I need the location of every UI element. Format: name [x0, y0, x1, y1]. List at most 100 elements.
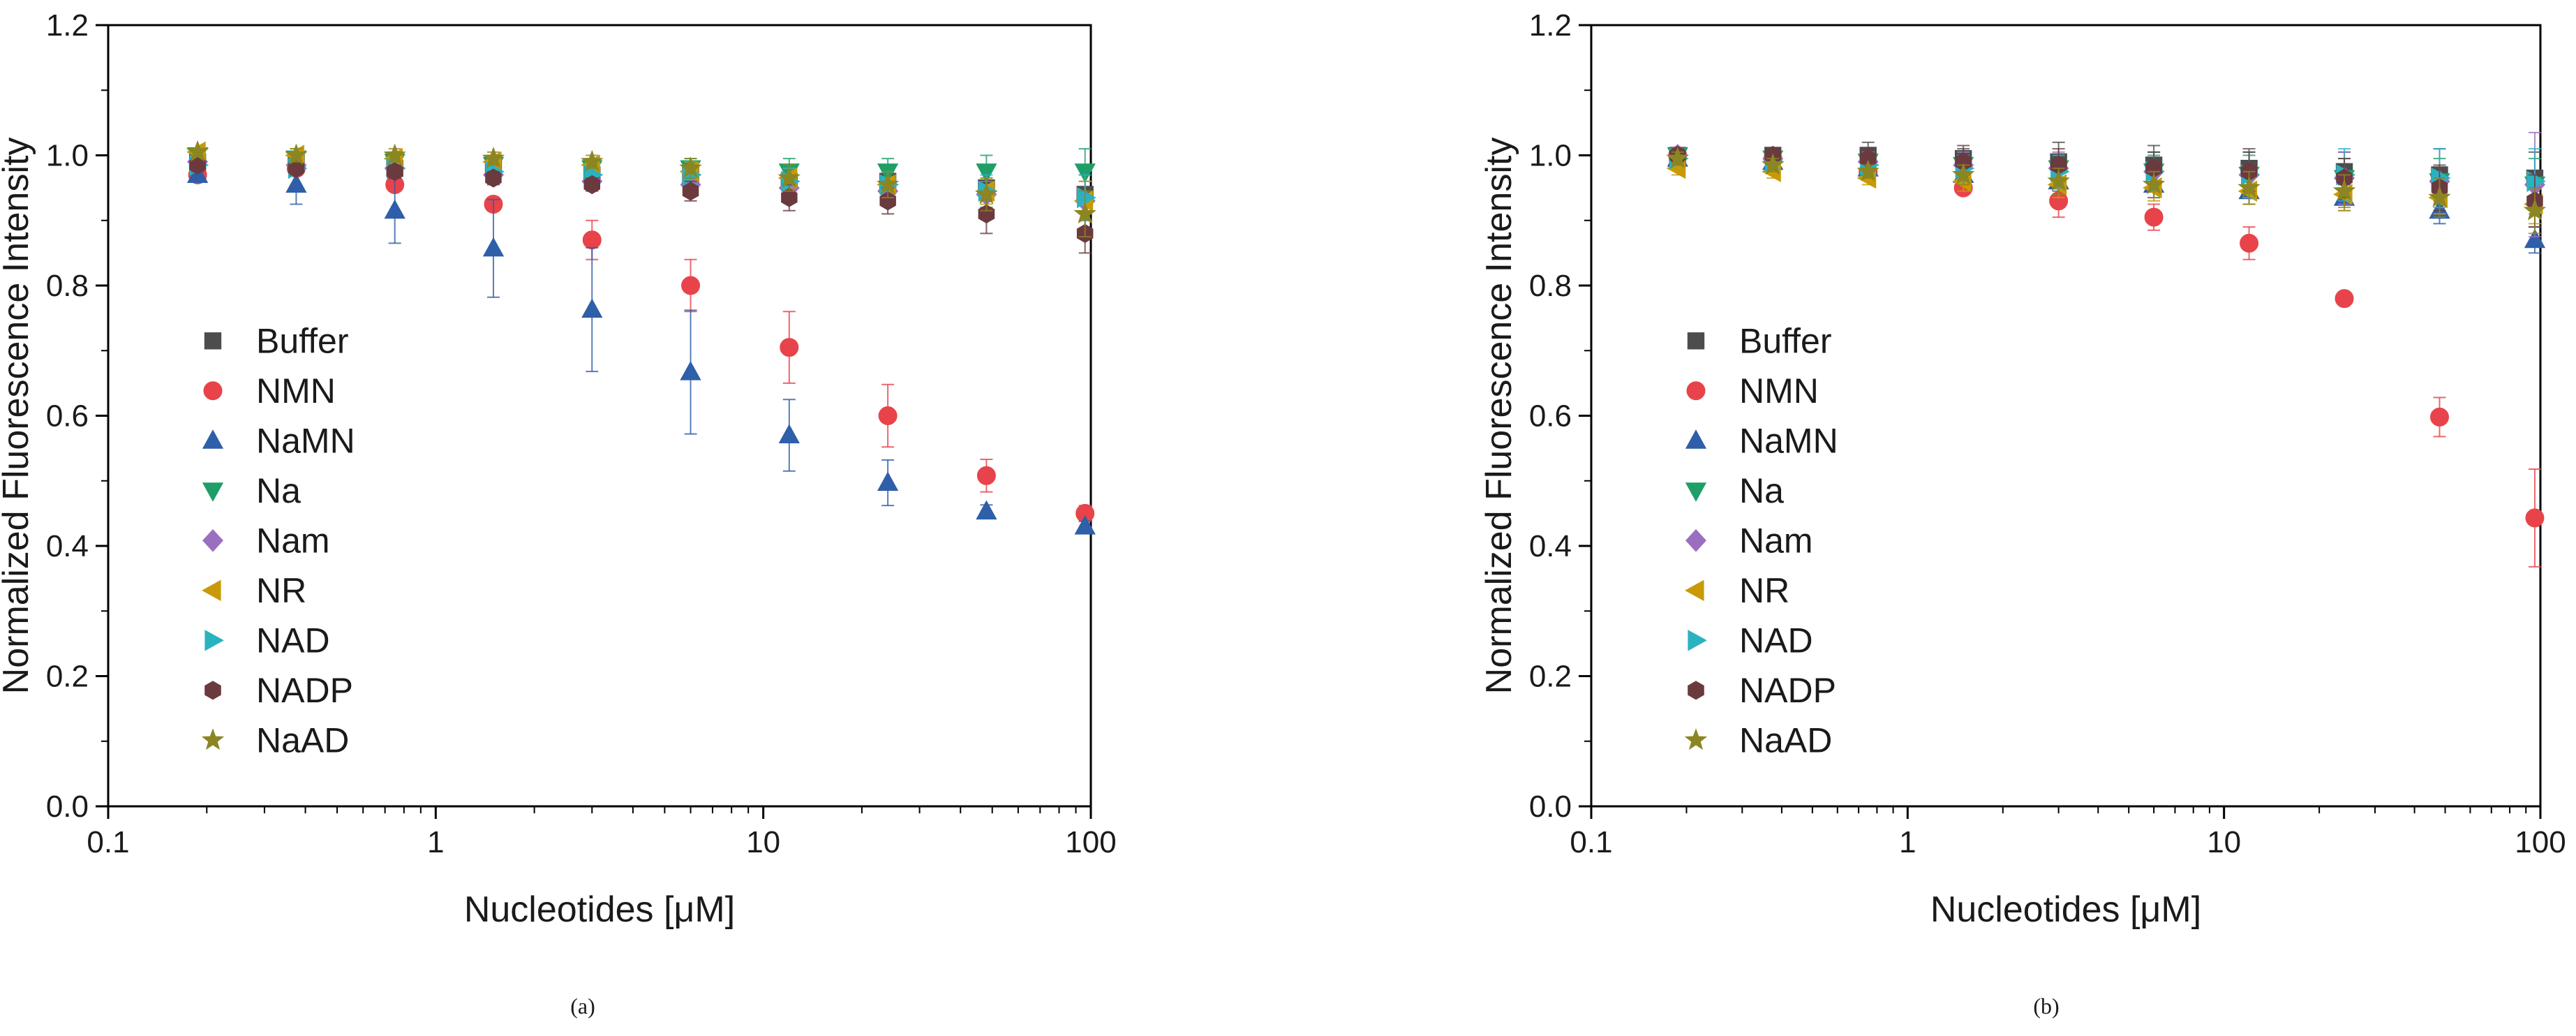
- x-tick-label: 10: [2207, 825, 2241, 859]
- legend-marker-nadp: [204, 681, 221, 700]
- data-point: [482, 147, 505, 168]
- data-point: [681, 276, 701, 295]
- series-naad: [1666, 147, 2547, 235]
- data-point: [2335, 289, 2354, 309]
- y-tick-label: 1.0: [1529, 139, 1572, 173]
- data-point: [485, 168, 502, 188]
- legend-marker-nr: [1685, 579, 1704, 601]
- data-point: [186, 140, 209, 162]
- x-tick-label: 1: [427, 825, 444, 859]
- y-tick-label: 0.0: [46, 790, 89, 824]
- data-point: [778, 424, 800, 443]
- data-point: [2240, 233, 2259, 253]
- data-point: [877, 471, 899, 491]
- data-point: [2142, 172, 2166, 195]
- legend-label-nam: Nam: [256, 521, 330, 560]
- data-point: [1074, 163, 1096, 183]
- data-point: [1077, 186, 1096, 209]
- legend-marker-nad: [1688, 630, 1707, 651]
- legend-marker-nmn: [1686, 381, 1706, 401]
- y-tick-label: 0.8: [46, 269, 89, 303]
- data-point: [976, 466, 996, 485]
- legend-marker-nad: [204, 630, 224, 651]
- data-point: [2524, 228, 2546, 249]
- legend-marker-nam: [202, 528, 223, 552]
- legend-label-buffer: Buffer: [1739, 321, 1832, 360]
- x-axis-label: Nucleotides [μM]: [464, 889, 735, 930]
- legend-label-na: Na: [1739, 471, 1784, 510]
- y-tick-label: 0.6: [46, 399, 89, 434]
- y-tick-label: 0.0: [1529, 790, 1572, 824]
- legend-marker-buffer: [204, 332, 222, 350]
- legend-label-nadp: NADP: [1739, 671, 1836, 710]
- data-point: [2144, 207, 2164, 227]
- legend-marker-na: [1685, 482, 1707, 502]
- data-point: [975, 182, 998, 205]
- x-tick-label: 0.1: [87, 825, 129, 859]
- x-tick-label: 100: [2515, 825, 2566, 859]
- data-point: [682, 182, 699, 201]
- data-point: [780, 338, 799, 357]
- data-point: [2523, 198, 2547, 221]
- legend-label-namn: NaMN: [256, 421, 355, 460]
- y-tick-label: 1.2: [46, 8, 89, 43]
- y-tick-label: 0.2: [46, 660, 89, 694]
- y-axis-label: Normalized Fluorescence Intensity: [1479, 138, 1519, 695]
- data-point: [781, 188, 798, 207]
- legend-label-naad: NaAD: [256, 720, 349, 760]
- x-axis-label: Nucleotides [μM]: [1930, 889, 2201, 930]
- data-point: [285, 143, 308, 165]
- legend-label-nr: NR: [256, 571, 306, 610]
- data-point: [1951, 163, 1975, 185]
- legend-marker-nr: [202, 579, 221, 601]
- y-axis-label: Normalized Fluorescence Intensity: [0, 138, 36, 695]
- series-nadp: [1669, 145, 2543, 228]
- y-tick-label: 0.4: [46, 529, 89, 563]
- x-tick-label: 100: [1065, 825, 1116, 859]
- legend-label-namn: NaMN: [1739, 421, 1838, 460]
- x-tick-label: 0.1: [1570, 825, 1612, 859]
- chart-panel-a: 0.1 1 10 100 0.0 0.2 0.4 0.6 0.8 1.0 1.2 Nucleotide…: [0, 8, 1117, 930]
- data-point: [383, 143, 406, 165]
- data-point: [1762, 153, 1785, 175]
- data-point: [2332, 179, 2356, 201]
- data-point: [1856, 159, 1879, 182]
- legend-label-nad: NAD: [256, 621, 330, 660]
- data-point: [679, 156, 702, 178]
- legend-marker-nadp: [1688, 681, 1704, 700]
- legend-marker-nam: [1685, 528, 1706, 552]
- chart-panel-b: 0.1 1 10 100 0.0 0.2 0.4 0.6 0.8 1.0 1.2 Nucleotide…: [1479, 8, 2566, 930]
- legend-label-nmn: NMN: [1739, 371, 1819, 410]
- legend: Buffer NMN NaMN Na Nam NR NAD NADP NaAD: [1684, 321, 1838, 760]
- data-point: [1074, 515, 1096, 535]
- data-point: [976, 163, 997, 183]
- data-point: [2429, 407, 2449, 427]
- data-point: [582, 230, 602, 250]
- data-point: [285, 173, 307, 193]
- legend-label-nam: Nam: [1739, 521, 1813, 560]
- data-point: [878, 406, 898, 425]
- legend-marker-namn: [202, 429, 224, 449]
- data-point: [189, 155, 206, 175]
- data-point: [879, 191, 896, 211]
- panel-caption-a: (a): [570, 993, 595, 1019]
- data-point: [1073, 202, 1096, 224]
- data-point: [2526, 170, 2546, 192]
- x-tick-label: 10: [746, 825, 780, 859]
- series-naad: [186, 140, 1096, 238]
- legend-label-nmn: NMN: [256, 371, 336, 410]
- y-tick-label: 0.6: [1529, 399, 1572, 434]
- data-point: [384, 199, 405, 219]
- data-point: [288, 158, 305, 178]
- legend-marker-naad: [201, 728, 225, 750]
- legend-marker-na: [202, 482, 224, 502]
- data-point: [876, 172, 900, 195]
- y-tick-label: 0.4: [1529, 529, 1572, 563]
- x-tick-label: 1: [1899, 825, 1916, 859]
- y-tick-label: 1.0: [46, 139, 89, 173]
- legend-label-buffer: Buffer: [256, 321, 349, 360]
- data-point: [978, 204, 995, 223]
- legend-label-naad: NaAD: [1739, 720, 1832, 760]
- data-point: [680, 361, 701, 380]
